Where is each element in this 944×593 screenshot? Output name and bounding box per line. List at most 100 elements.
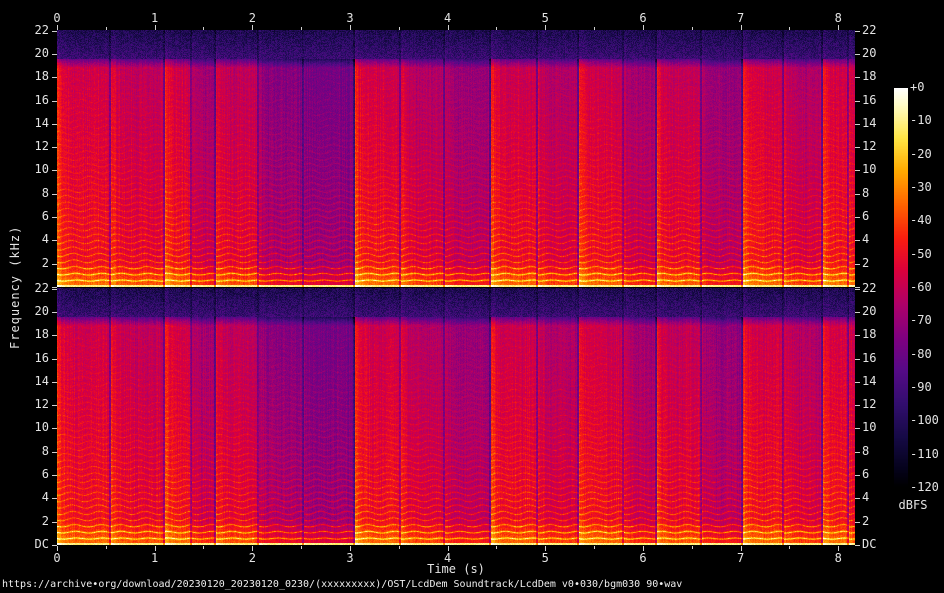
y-axis-tick-label: DC [862, 538, 892, 551]
y-axis-tick-label: 12 [862, 140, 892, 153]
y-axis-tick-label: 8 [22, 187, 49, 200]
y-axis-tick-label: 14 [22, 117, 49, 130]
y-axis-tick [52, 217, 57, 218]
y-axis-tick [52, 170, 57, 171]
colorbar-tick-label: -90 [910, 381, 944, 394]
x-axis-minor-tick [496, 546, 497, 549]
x-axis-tick-label: 6 [623, 12, 663, 25]
y-axis-tick [52, 312, 57, 313]
y-axis-tick [52, 335, 57, 336]
frequency-axis-title-text: Frequency (kHz) [8, 226, 22, 349]
y-axis-tick-label: 2 [862, 257, 892, 270]
colorbar-tick-label: -20 [910, 148, 944, 161]
source-url-text: https://archive•org/download/20230120_20… [2, 578, 942, 591]
y-axis-tick [52, 264, 57, 265]
y-axis-tick-label: 16 [22, 352, 49, 365]
y-axis-tick [52, 382, 57, 383]
x-axis-minor-tick [399, 546, 400, 549]
x-axis-minor-tick [594, 546, 595, 549]
colorbar-tick-label: -60 [910, 281, 944, 294]
y-axis-tick-label: 20 [862, 305, 892, 318]
colorbar-tick-label: -30 [910, 181, 944, 194]
y-axis-tick-label: 20 [862, 47, 892, 60]
x-axis-tick-label: 1 [135, 12, 175, 25]
y-axis-tick-label: 18 [862, 70, 892, 83]
x-axis-tick-label: 2 [232, 12, 272, 25]
y-axis-tick [855, 170, 860, 171]
y-axis-tick [52, 405, 57, 406]
y-axis-tick [855, 452, 860, 453]
colorbar-tick-label: -40 [910, 214, 944, 227]
y-axis-tick-label: 4 [862, 491, 892, 504]
y-axis-tick [52, 498, 57, 499]
y-axis-tick-label: 2 [862, 515, 892, 528]
y-axis-tick-label: 8 [862, 187, 892, 200]
colorbar-tick-label: -50 [910, 248, 944, 261]
y-axis-tick [855, 405, 860, 406]
y-axis-tick-label: 16 [22, 94, 49, 107]
y-axis-tick-label: 10 [22, 421, 49, 434]
y-axis-tick-label: 8 [22, 445, 49, 458]
y-axis-tick-label: 6 [862, 210, 892, 223]
y-axis-tick-label: 20 [22, 305, 49, 318]
y-axis-tick [855, 101, 860, 102]
y-axis-tick-label: 12 [22, 140, 49, 153]
y-axis-tick [855, 54, 860, 55]
y-axis-tick-label: 12 [22, 398, 49, 411]
x-axis-minor-tick [203, 546, 204, 549]
spectrogram-channel-2 [57, 288, 855, 545]
colorbar-tick-label: +0 [910, 81, 944, 94]
y-axis-tick-label: 10 [862, 163, 892, 176]
y-axis-tick-label: 14 [22, 375, 49, 388]
y-axis-tick [855, 382, 860, 383]
colorbar-unit-label: dBFS [890, 499, 936, 512]
y-axis-tick [52, 147, 57, 148]
y-axis-tick [855, 522, 860, 523]
colorbar-tick-label: -110 [910, 448, 944, 461]
y-axis-tick-label: 4 [22, 233, 49, 246]
y-axis-tick-label: 2 [22, 515, 49, 528]
y-axis-tick [52, 54, 57, 55]
y-axis-tick-label: 4 [862, 233, 892, 246]
y-axis-tick-label: 18 [22, 70, 49, 83]
spectrogram-channel-1 [57, 30, 855, 287]
colorbar-tick-label: -80 [910, 348, 944, 361]
y-axis-tick-label: 18 [22, 328, 49, 341]
time-axis-title: Time (s) [57, 563, 855, 576]
y-axis-tick [855, 545, 860, 546]
colorbar-tick-label: -100 [910, 414, 944, 427]
y-axis-tick [855, 475, 860, 476]
y-axis-tick-label: 2 [22, 257, 49, 270]
y-axis-tick [52, 31, 57, 32]
x-axis-minor-tick [789, 546, 790, 549]
colorbar-gradient [894, 88, 908, 488]
y-axis-tick-label: 22 [22, 282, 49, 295]
y-axis-tick [855, 289, 860, 290]
y-axis-tick [855, 77, 860, 78]
x-axis-tick-label: 3 [330, 12, 370, 25]
y-axis-tick-label: DC [22, 538, 49, 551]
colorbar-tick-label: -70 [910, 314, 944, 327]
y-axis-tick-label: 6 [22, 468, 49, 481]
y-axis-tick-label: 14 [862, 117, 892, 130]
y-axis-tick [52, 522, 57, 523]
y-axis-tick [855, 264, 860, 265]
y-axis-tick-label: 16 [862, 94, 892, 107]
y-axis-tick [52, 124, 57, 125]
x-axis-tick-label: 5 [525, 12, 565, 25]
x-axis-tick-label: 4 [428, 12, 468, 25]
y-axis-tick-label: 22 [862, 24, 892, 37]
frequency-axis-title: Frequency (kHz) [6, 30, 24, 545]
x-axis-tick-label: 8 [818, 12, 858, 25]
colorbar-tick-label: -10 [910, 114, 944, 127]
y-axis-tick-label: 18 [862, 328, 892, 341]
y-axis-tick [52, 240, 57, 241]
y-axis-tick [52, 359, 57, 360]
y-axis-tick-label: 4 [22, 491, 49, 504]
y-axis-tick-label: 12 [862, 398, 892, 411]
y-axis-tick-label: 16 [862, 352, 892, 365]
y-axis-tick-label: 10 [22, 163, 49, 176]
y-axis-tick-label: 6 [22, 210, 49, 223]
y-axis-tick [52, 77, 57, 78]
y-axis-tick [52, 452, 57, 453]
